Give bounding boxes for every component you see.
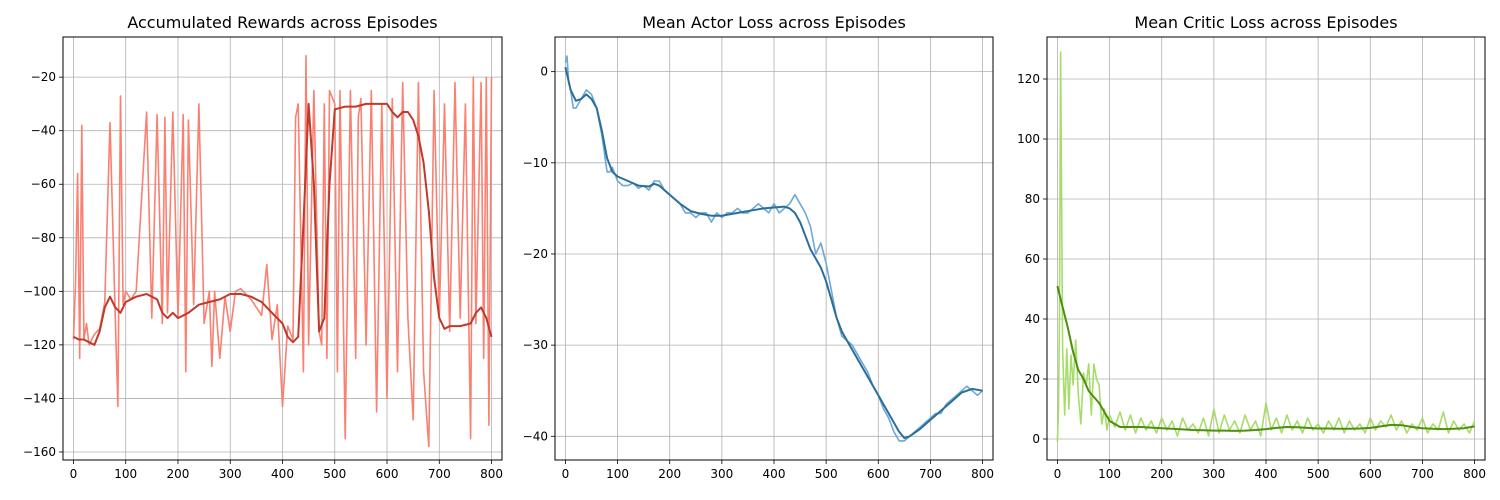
critic-loss-y-tick-label: 80 <box>1025 192 1040 206</box>
rewards-x-tick-label: 300 <box>219 467 242 481</box>
rewards-y-tick-label: −120 <box>23 338 56 352</box>
actor-loss-x-tick-label: 700 <box>919 467 942 481</box>
actor-loss-x-tick-label: 500 <box>815 467 838 481</box>
actor-loss-chart-title: Mean Actor Loss across Episodes <box>642 13 906 32</box>
rewards-smoothed-line <box>73 102 493 346</box>
actor-loss-x-tick-label: 300 <box>710 467 733 481</box>
actor-loss-x-tick-label: 600 <box>867 467 890 481</box>
critic-loss-y-tick-label: 60 <box>1025 252 1040 266</box>
actor-loss-y-tick-label: 0 <box>540 65 548 79</box>
rewards-y-tick-label: −80 <box>31 231 56 245</box>
rewards-y-tick-label: −20 <box>31 70 56 84</box>
critic-loss-x-tick-label: 500 <box>1307 467 1330 481</box>
actor-loss-y-tick-label: −30 <box>523 338 548 352</box>
critic-loss-chart-title: Mean Critic Loss across Episodes <box>1134 13 1397 32</box>
critic-loss-x-tick-label: 400 <box>1255 467 1278 481</box>
rewards-x-tick-label: 100 <box>114 467 137 481</box>
critic-loss-axes-frame <box>1046 36 1486 461</box>
actor-loss-panel: Mean Actor Loss across Episodes 0 100 200 3… <box>523 13 994 481</box>
actor-loss-smoothed-line <box>564 66 983 440</box>
rewards-panel: Accumulated Rewards across Episodes 0 100… <box>23 13 503 481</box>
critic-loss-y-tick-label: 100 <box>1017 132 1040 146</box>
rewards-x-tick-label: 800 <box>480 467 503 481</box>
rewards-y-tick-label: −100 <box>23 284 56 298</box>
critic-loss-x-tick-label: 100 <box>1098 467 1121 481</box>
rewards-x-tick-label: 0 <box>70 467 78 481</box>
actor-loss-x-tick-label: 400 <box>763 467 786 481</box>
rewards-y-tick-label: −160 <box>23 445 56 459</box>
rewards-x-tick-label: 500 <box>323 467 346 481</box>
critic-loss-x-tick-label: 300 <box>1202 467 1225 481</box>
rewards-axes-frame <box>62 36 503 461</box>
actor-loss-x-tick-label: 200 <box>658 467 681 481</box>
critic-loss-x-tick-label: 0 <box>1054 467 1062 481</box>
critic-loss-smoothed-line <box>1056 285 1475 432</box>
actor-loss-x-tick-label: 100 <box>606 467 629 481</box>
rewards-x-tick-label: 200 <box>167 467 190 481</box>
rewards-x-tick-label: 400 <box>271 467 294 481</box>
rewards-y-tick-label: −60 <box>31 177 56 191</box>
rewards-chart-title: Accumulated Rewards across Episodes <box>127 13 437 32</box>
critic-loss-y-tick-label: 40 <box>1025 312 1040 326</box>
rewards-raw-line <box>72 54 493 448</box>
rewards-x-tick-label: 700 <box>428 467 451 481</box>
actor-loss-y-tick-label: −40 <box>523 429 548 443</box>
critic-loss-y-tick-label: 20 <box>1025 372 1040 386</box>
critic-loss-x-tick-label: 800 <box>1463 467 1486 481</box>
actor-loss-y-tick-label: −20 <box>523 247 548 261</box>
actor-loss-axes-frame <box>554 36 994 461</box>
actor-loss-x-tick-label: 800 <box>971 467 994 481</box>
critic-loss-x-tick-label: 200 <box>1150 467 1173 481</box>
rewards-y-tick-label: −140 <box>23 391 56 405</box>
critic-loss-y-tick-label: 120 <box>1017 72 1040 86</box>
rewards-y-tick-label: −40 <box>31 124 56 138</box>
critic-loss-x-tick-label: 600 <box>1359 467 1382 481</box>
actor-loss-y-tick-label: −10 <box>523 156 548 170</box>
rewards-x-tick-label: 600 <box>376 467 399 481</box>
critic-loss-panel: Mean Critic Loss across Episodes 0 100 200… <box>1017 13 1486 481</box>
critic-loss-y-tick-label: 0 <box>1032 432 1040 446</box>
critic-loss-x-tick-label: 700 <box>1411 467 1434 481</box>
actor-loss-x-tick-label: 0 <box>562 467 570 481</box>
